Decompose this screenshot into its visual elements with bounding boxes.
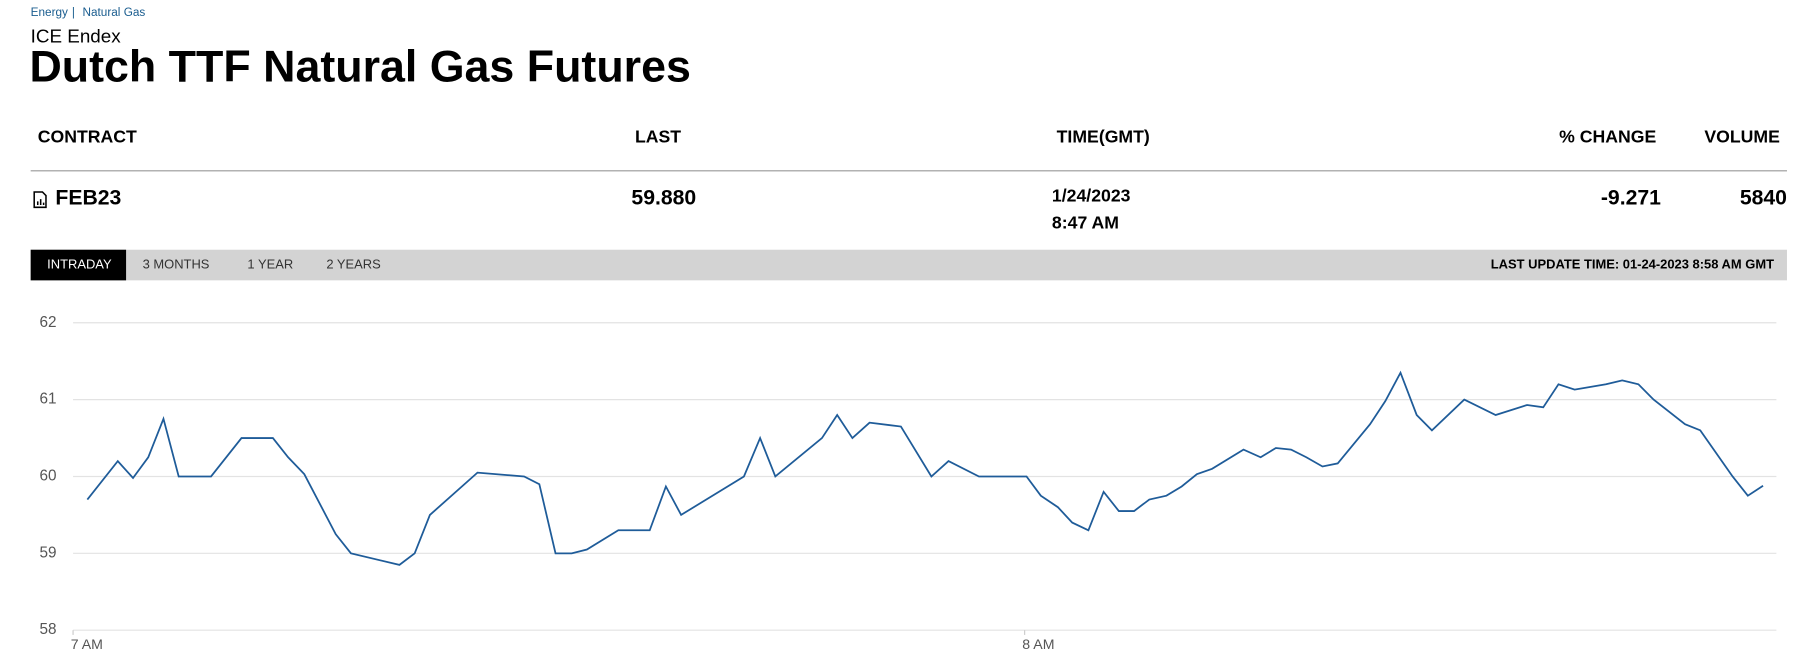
y-tick-label: 60 bbox=[40, 468, 57, 485]
tab[interactable]: 1 YEAR bbox=[247, 256, 293, 271]
contract: FEB23 bbox=[55, 187, 121, 210]
breadcrumb-link[interactable]: Energy bbox=[31, 6, 68, 19]
tab[interactable]: INTRADAY bbox=[47, 256, 112, 271]
y-tick-label: 62 bbox=[40, 314, 57, 331]
column-header: % CHANGE bbox=[1559, 126, 1656, 146]
trade-time: 8:47 AM bbox=[1052, 212, 1119, 232]
column-header: LAST bbox=[635, 126, 681, 146]
percent-change: -9.271 bbox=[1601, 187, 1661, 210]
tab[interactable]: 2 YEARS bbox=[326, 256, 381, 271]
y-tick-label: 59 bbox=[40, 544, 57, 561]
volume: 5840 bbox=[1740, 187, 1787, 210]
last-update: LAST UPDATE TIME: 01-24-2023 8:58 AM GMT bbox=[1491, 256, 1774, 271]
trade-date: 1/24/2023 bbox=[1052, 185, 1131, 205]
column-header: CONTRACT bbox=[38, 126, 137, 146]
y-tick-label: 58 bbox=[40, 621, 57, 638]
page-title: Dutch TTF Natural Gas Futures bbox=[29, 41, 690, 91]
active-tab-bg bbox=[30, 249, 127, 281]
breadcrumb-link[interactable]: Natural Gas bbox=[82, 6, 145, 19]
y-tick-label: 61 bbox=[40, 391, 57, 408]
tab[interactable]: 3 MONTHS bbox=[143, 256, 210, 271]
breadcrumb-separator: | bbox=[72, 6, 75, 19]
chart-icon bbox=[33, 191, 47, 209]
tab-bar bbox=[30, 249, 1787, 281]
column-header: TIME(GMT) bbox=[1057, 126, 1150, 146]
last-price: 59.880 bbox=[631, 187, 696, 210]
column-header: VOLUME bbox=[1704, 126, 1780, 146]
exchange: ICE Endex bbox=[31, 26, 122, 47]
x-tick-label: 7 AM bbox=[71, 636, 103, 652]
price-line bbox=[86, 370, 1764, 566]
x-tick-label: 8 AM bbox=[1022, 636, 1054, 652]
